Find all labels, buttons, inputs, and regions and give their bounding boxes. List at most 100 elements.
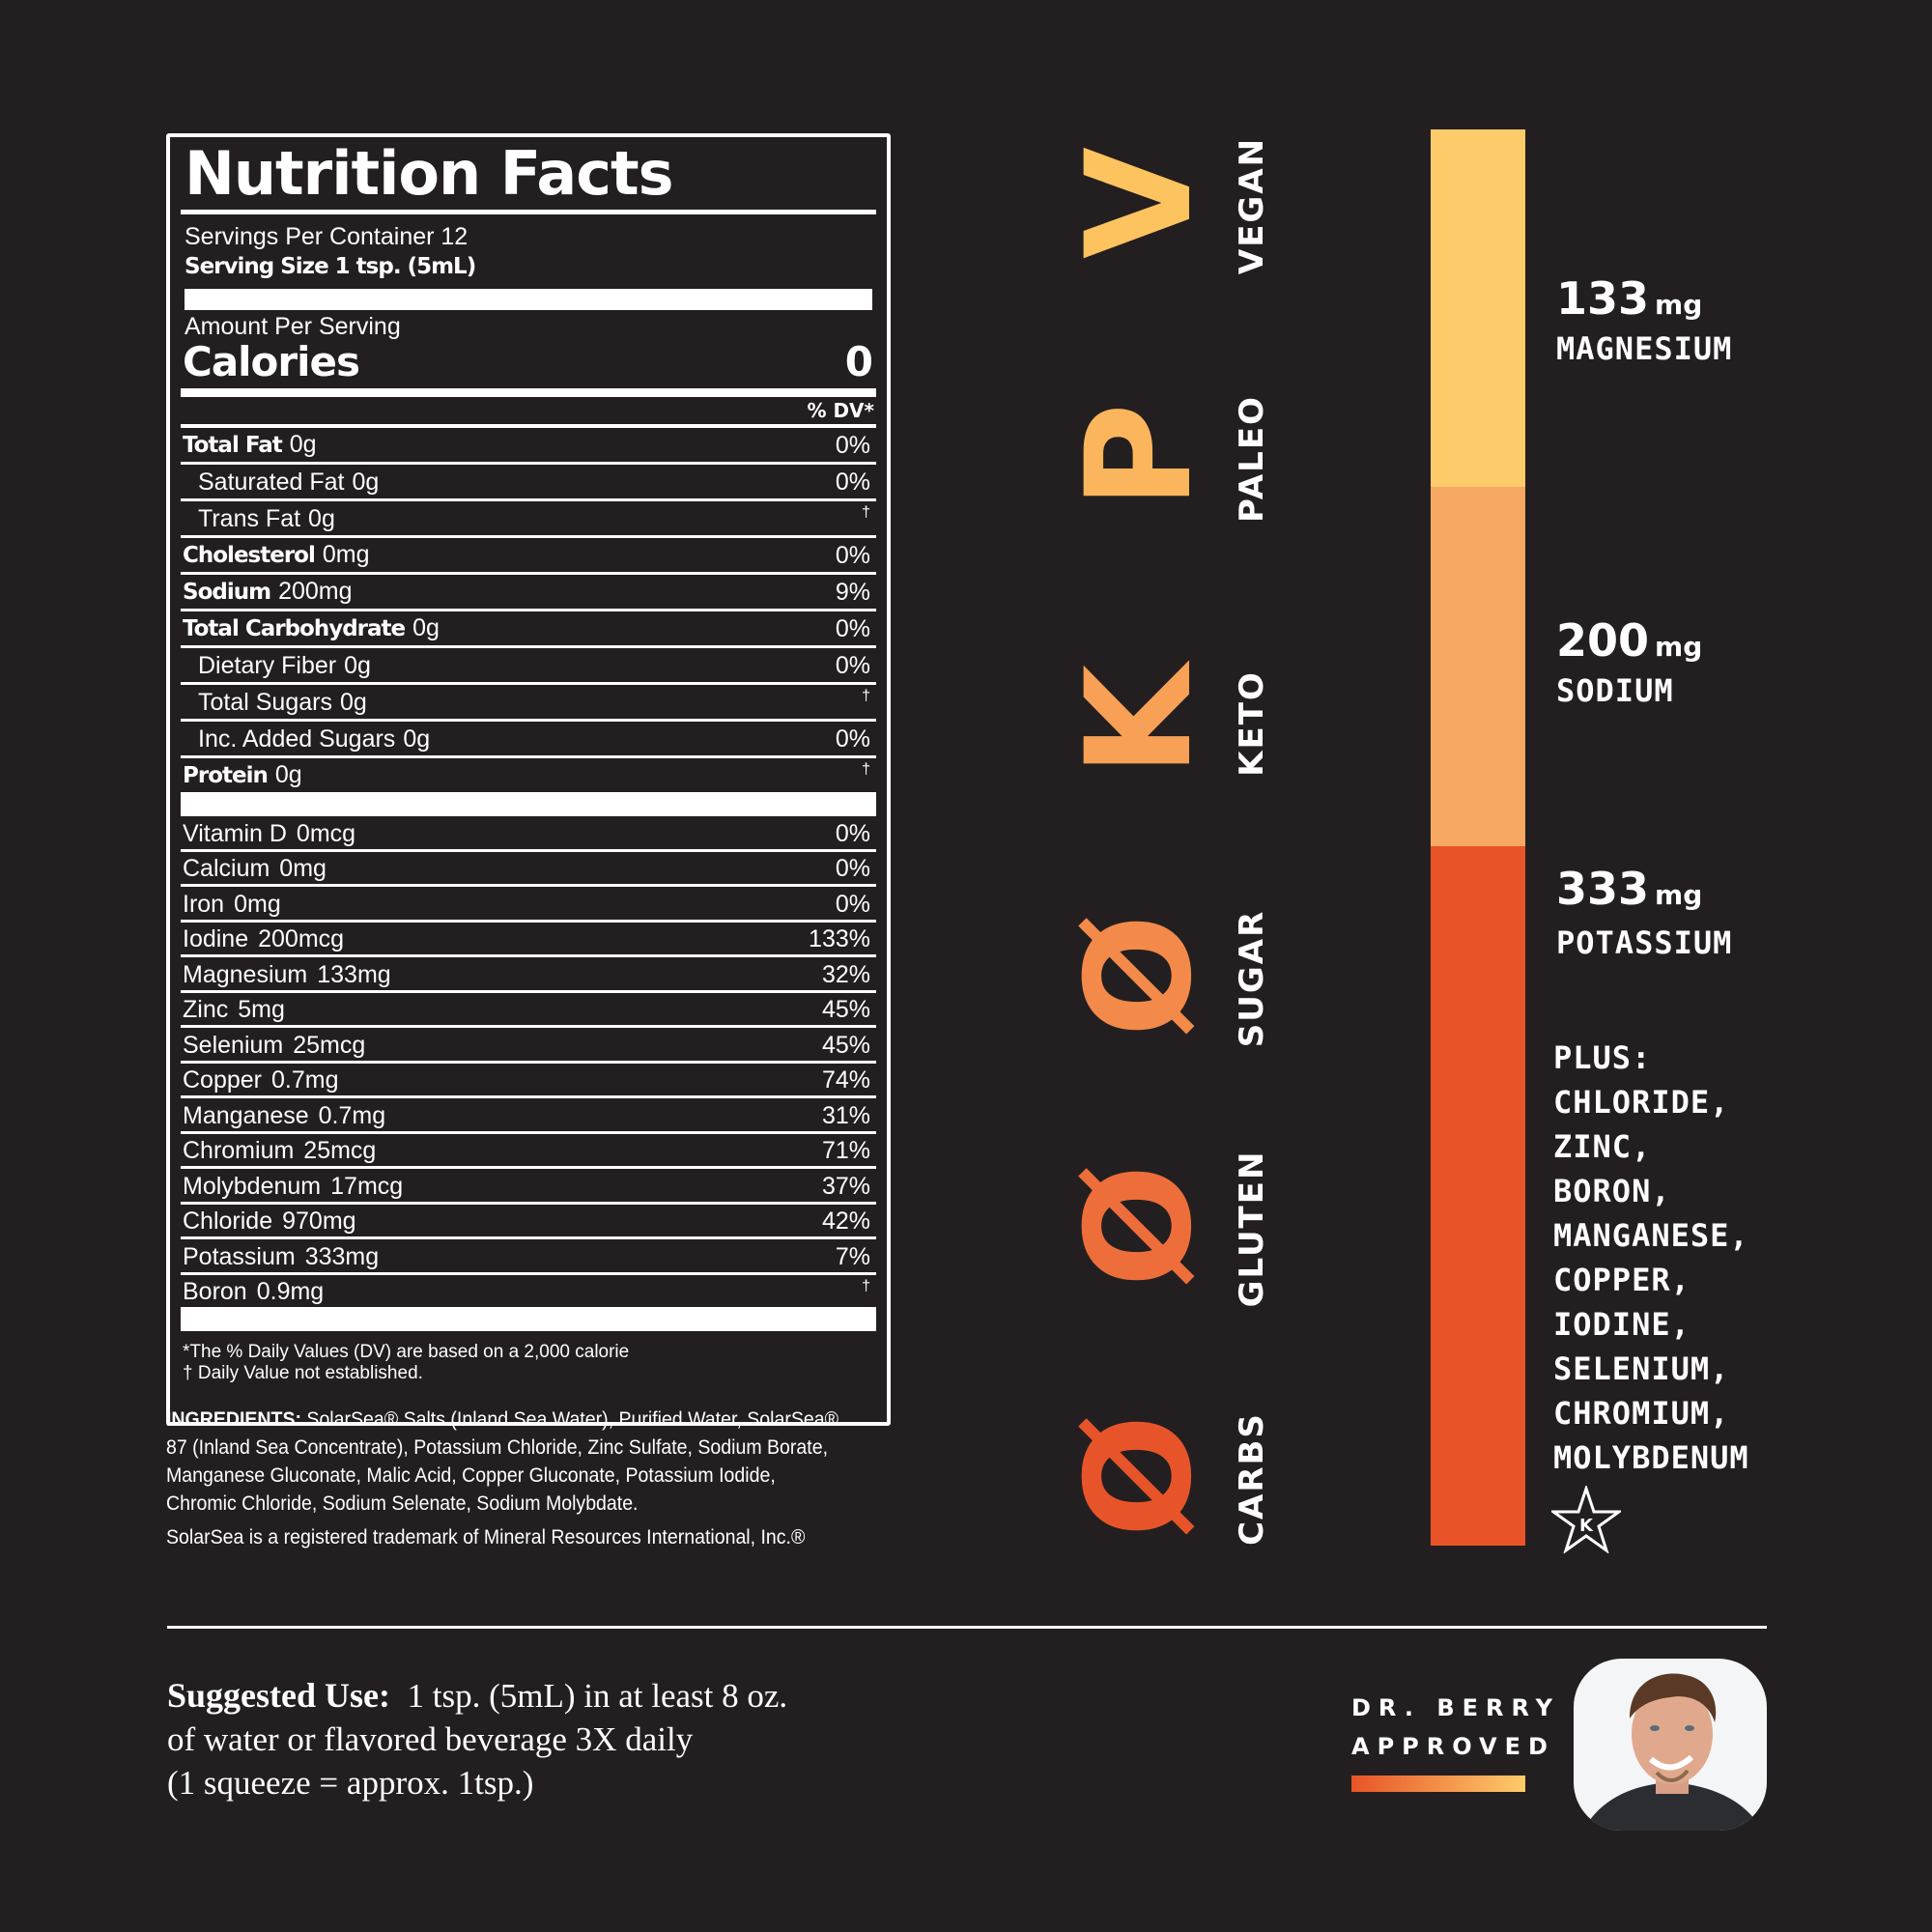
doctor-photo bbox=[1574, 1659, 1767, 1831]
sodium-label: SODIUM bbox=[1556, 672, 1674, 709]
nutrient-dv: † bbox=[862, 688, 870, 704]
value: 333 bbox=[1556, 863, 1650, 915]
badge-carbs-icon: Ø bbox=[1056, 1414, 1224, 1538]
vitamin-dv: 32% bbox=[821, 960, 870, 988]
plus-item: ZINC, bbox=[1553, 1128, 1652, 1165]
nutrient-name-amount: Total Sugars 0g bbox=[198, 686, 367, 719]
vitamin-dv: † bbox=[862, 1277, 870, 1294]
nutrient-name: Cholesterol bbox=[183, 543, 316, 568]
vitamin-row: Calcium 0mg 0% bbox=[181, 852, 876, 887]
vitamin-amount: 0mg bbox=[234, 890, 281, 918]
plus-item: COPPER, bbox=[1553, 1262, 1690, 1298]
divider-bar bbox=[181, 795, 876, 816]
vitamin-name-amount: Manganese 0.7mg bbox=[183, 1100, 385, 1131]
vitamin-row: Zinc 5mg 45% bbox=[181, 993, 876, 1028]
vitamin-amount: 0.7mg bbox=[271, 1066, 339, 1094]
vitamin-dv: 37% bbox=[821, 1172, 870, 1200]
vitamin-row: Boron 0.9mg † bbox=[181, 1275, 876, 1310]
plus-item: MANGANESE, bbox=[1553, 1217, 1749, 1254]
vitamin-row: Selenium 25mcg 45% bbox=[181, 1028, 876, 1064]
unit: mg bbox=[1655, 289, 1703, 321]
vitamin-row: Iodine 200mcg 133% bbox=[181, 923, 876, 957]
sodium-amount: 200 mg bbox=[1556, 614, 1702, 667]
nutrient-name: Saturated Fat bbox=[198, 469, 345, 496]
badge-gluten-icon: Ø bbox=[1056, 1164, 1224, 1288]
vitamin-name: Potassium bbox=[183, 1242, 296, 1270]
nutrient-name: Protein bbox=[183, 763, 269, 788]
badge-vegan-icon: V bbox=[1056, 146, 1224, 260]
trademark-note: SolarSea is a registered trademark of Mi… bbox=[166, 1526, 806, 1548]
nutrient-row: Saturated Fat 0g 0% bbox=[181, 465, 876, 501]
nutrient-amount: 0g bbox=[352, 469, 380, 496]
svg-text:K: K bbox=[1579, 1516, 1594, 1536]
vitamin-amount: 133mg bbox=[317, 960, 391, 988]
suggested-use: Suggested Use: 1 tsp. (5mL) in at least … bbox=[167, 1674, 787, 1804]
nutrient-row: Sodium 200mg 9% bbox=[181, 575, 876, 611]
vitamin-name: Molybdenum bbox=[183, 1172, 322, 1200]
divider-bar bbox=[185, 289, 872, 310]
vitamin-name: Manganese bbox=[183, 1101, 309, 1129]
plus-item: SELENIUM, bbox=[1553, 1350, 1730, 1387]
vitamin-name: Boron bbox=[183, 1278, 247, 1305]
vitamin-amount: 5mg bbox=[238, 996, 285, 1023]
magnesium-amount: 133 mg bbox=[1556, 272, 1702, 325]
nutrient-row: Inc. Added Sugars 0g 0% bbox=[181, 722, 876, 758]
approval-line-1: DR. BERRY bbox=[1351, 1694, 1561, 1721]
vitamin-dv: 0% bbox=[835, 890, 870, 918]
nutrient-row: Dietary Fiber 0g 0% bbox=[181, 648, 876, 685]
nutrient-dv: 0% bbox=[835, 725, 870, 753]
amount-per-serving: Amount Per Serving bbox=[185, 313, 401, 340]
plus-item: MOLYBDENUM bbox=[1553, 1439, 1749, 1476]
portrait-image bbox=[1583, 1673, 1762, 1831]
nutrient-row: Trans Fat 0g † bbox=[181, 501, 876, 538]
nutrient-amount: 0g bbox=[339, 689, 367, 716]
vitamin-row: Magnesium 133mg 32% bbox=[181, 957, 876, 993]
vitamin-row: Potassium 333mg 7% bbox=[181, 1239, 876, 1275]
nutrient-dv: † bbox=[862, 761, 870, 778]
nutrient-dv: 0% bbox=[835, 542, 870, 569]
plus-item: PLUS: bbox=[1553, 1039, 1652, 1076]
nutrient-name-amount: Saturated Fat 0g bbox=[198, 466, 379, 498]
nutrient-amount: 0mg bbox=[322, 541, 370, 568]
nutrient-dv: 0% bbox=[835, 615, 870, 642]
plus-item: CHLORIDE, bbox=[1553, 1084, 1730, 1121]
nutrient-name-amount: Trans Fat 0g bbox=[198, 502, 335, 535]
vitamin-amount: 0mg bbox=[279, 855, 327, 882]
vitamin-name-amount: Molybdenum 17mcg bbox=[183, 1171, 403, 1202]
vitamin-dv: 45% bbox=[821, 1031, 870, 1059]
vitamin-name-amount: Selenium 25mcg bbox=[183, 1030, 365, 1061]
vitamin-amount: 0.7mg bbox=[318, 1101, 386, 1129]
nutrient-name-amount: Dietary Fiber 0g bbox=[198, 649, 371, 682]
nutrition-facts-label: Nutrition Facts Servings Per Container 1… bbox=[166, 133, 891, 1426]
vitamin-amount: 333mg bbox=[304, 1242, 380, 1270]
vitamin-row: Copper 0.7mg 74% bbox=[181, 1064, 876, 1098]
potassium-amount: 333 mg bbox=[1556, 863, 1702, 915]
plus-item: CHROMIUM, bbox=[1553, 1395, 1730, 1432]
vitamin-name-amount: Potassium 333mg bbox=[183, 1241, 379, 1272]
vitamin-name-amount: Vitamin D 0mcg bbox=[183, 818, 355, 849]
nutrient-dv: 9% bbox=[835, 579, 870, 606]
suggested-use-heading: Suggested Use: bbox=[167, 1676, 390, 1715]
dv-header: % DV* bbox=[181, 397, 876, 428]
vitamin-list: Vitamin D 0mcg 0% Calcium 0mg 0% Iron 0mg 0% Iodi… bbox=[181, 816, 876, 1310]
badge-label-gluten: GLUTEN bbox=[1233, 1150, 1271, 1308]
mineral-bar-sodium bbox=[1431, 487, 1525, 846]
ingredients-heading: INGREDIENTS: bbox=[166, 1408, 301, 1431]
calories-value: 0 bbox=[844, 338, 873, 385]
vitamin-name-amount: Boron 0.9mg bbox=[183, 1276, 324, 1307]
badge-sugar-icon: Ø bbox=[1056, 914, 1224, 1037]
vitamin-amount: 970mg bbox=[282, 1208, 356, 1235]
vitamin-amount: 0.9mg bbox=[256, 1278, 325, 1305]
vitamin-name: Zinc bbox=[183, 996, 229, 1023]
vitamin-name-amount: Copper 0.7mg bbox=[183, 1065, 338, 1095]
nutrient-name-amount: Sodium 200mg bbox=[183, 575, 353, 609]
vitamin-name-amount: Chromium 25mcg bbox=[183, 1135, 376, 1166]
nutrient-dv: 0% bbox=[835, 469, 870, 496]
serving-size: Serving Size 1 tsp. (5mL) bbox=[185, 254, 476, 279]
vitamin-name: Magnesium bbox=[183, 960, 308, 988]
nutrient-amount: 0g bbox=[344, 652, 371, 679]
nutrient-row: Protein 0g † bbox=[181, 758, 876, 795]
nutrient-amount: 0g bbox=[403, 725, 431, 753]
badge-label-vegan: VEGAN bbox=[1233, 136, 1271, 275]
vitamin-name: Copper bbox=[183, 1066, 262, 1094]
